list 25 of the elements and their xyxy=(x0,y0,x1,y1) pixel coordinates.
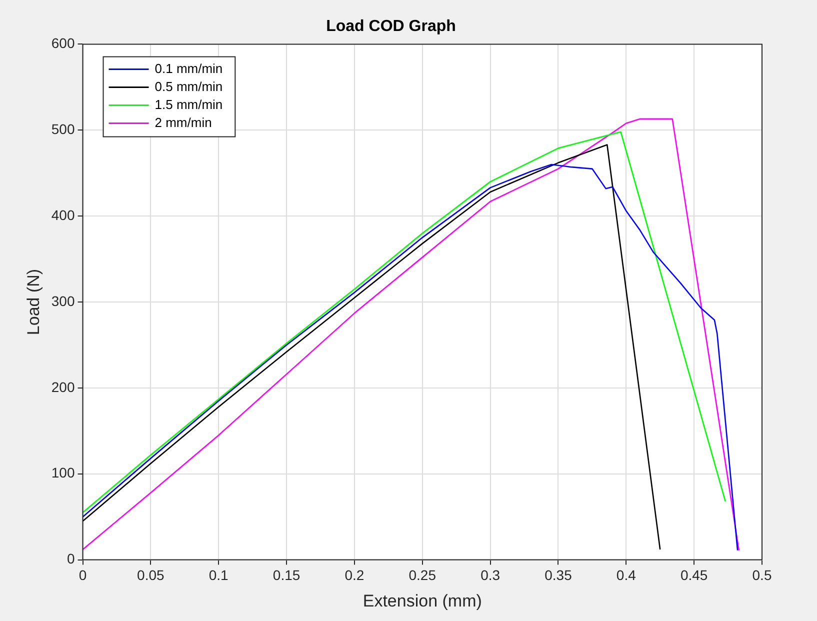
x-tick-label: 0.5 xyxy=(752,567,772,584)
y-tick-label: 400 xyxy=(51,206,75,223)
y-tick-label: 600 xyxy=(51,35,75,52)
legend-label: 0.1 mm/min xyxy=(154,60,223,76)
x-tick-label: 0.35 xyxy=(544,567,572,584)
x-tick-label: 0.15 xyxy=(272,567,300,584)
x-tick-label: 0.3 xyxy=(480,567,500,584)
x-axis-title: Extension (mm) xyxy=(362,591,482,610)
legend-label: 2 mm/min xyxy=(154,114,212,130)
legend-label: 0.5 mm/min xyxy=(154,78,223,94)
x-tick-label: 0.2 xyxy=(344,567,364,584)
x-tick-label: 0.25 xyxy=(408,567,436,584)
y-axis-title: Load (N) xyxy=(24,268,43,336)
x-tick-label: 0.45 xyxy=(680,567,708,584)
chart-title: Load COD Graph xyxy=(326,18,456,36)
x-tick-label: 0.05 xyxy=(137,567,165,584)
y-tick-label: 200 xyxy=(51,378,75,395)
y-tick-label: 300 xyxy=(51,292,75,309)
x-tick-label: 0 xyxy=(78,567,87,584)
y-tick-label: 500 xyxy=(51,120,75,137)
y-tick-label: 100 xyxy=(51,464,75,481)
x-tick-label: 0.1 xyxy=(208,567,229,584)
x-tick-label: 0.4 xyxy=(616,567,636,584)
y-tick-label: 0 xyxy=(66,550,75,567)
legend-label: 1.5 mm/min xyxy=(154,96,223,112)
